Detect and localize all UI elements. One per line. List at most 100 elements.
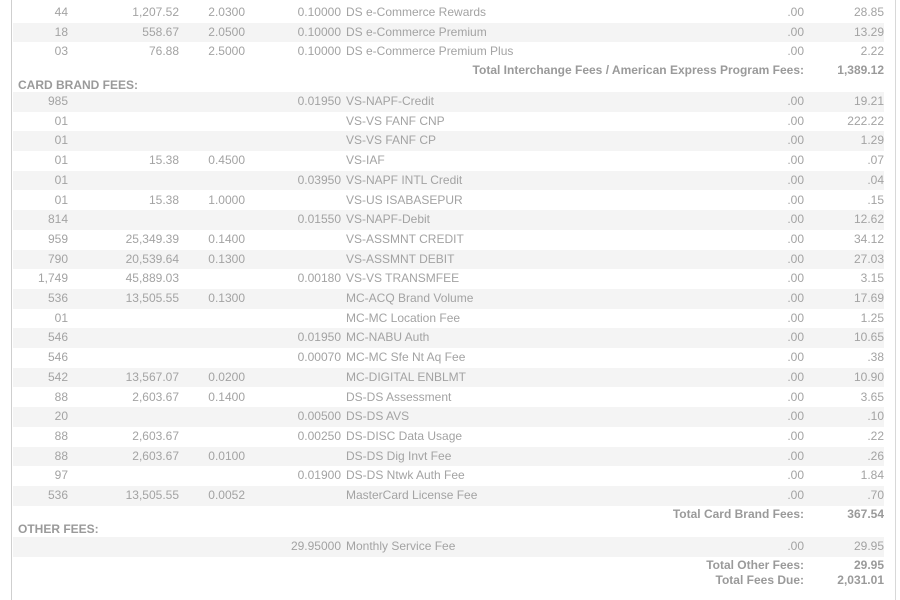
- fee-per-item: 0.01550: [297, 212, 341, 227]
- fee-discount: .00: [787, 310, 804, 325]
- fee-description: VS-NAPF INTL Credit: [346, 172, 463, 187]
- fee-description: Monthly Service Fee: [346, 539, 456, 553]
- fee-per-item: 0.01900: [297, 468, 341, 483]
- fee-per-item: 0.00070: [297, 350, 341, 365]
- fee-amount: 2,603.67: [132, 389, 179, 404]
- fee-total: 13.29: [853, 24, 884, 39]
- fee-row: 01 0.03950 VS-NAPF INTL Credit .00 .04: [13, 170, 884, 191]
- fee-amount: 13,567.07: [125, 369, 179, 384]
- fee-count: 1,749: [37, 271, 68, 286]
- fee-count: 985: [47, 94, 68, 108]
- fee-row: 01 MC-MC Location Fee .00 1.25: [13, 309, 884, 329]
- fee-row: 536 13,505.55 0.1300 MC-ACQ Brand Volume .00…: [13, 289, 884, 309]
- fee-row: 546 0.00070 MC-MC Sfe Nt Aq Fee .00 .38: [13, 348, 884, 368]
- fee-discount: .00: [787, 539, 804, 553]
- fee-total: .26: [867, 448, 884, 463]
- fee-count: 03: [54, 44, 68, 59]
- fee-description: MC-NABU Auth: [346, 330, 430, 345]
- fee-count: 20: [54, 409, 68, 424]
- fee-amount: 25,349.39: [125, 231, 179, 246]
- fee-discount: .00: [787, 271, 804, 286]
- fee-per-item: 0.00180: [297, 271, 341, 286]
- fee-total: 10.65: [853, 330, 884, 345]
- fee-per-item: 0.10000: [297, 5, 341, 19]
- fee-amount: 13,505.55: [125, 291, 179, 305]
- fee-per-item: 0.10000: [297, 44, 341, 59]
- fee-count: 542: [47, 369, 68, 384]
- fee-discount: .00: [787, 369, 804, 384]
- fees-due-total-value: 2,031.01: [837, 573, 884, 587]
- fee-row: 985 0.01950 VS-NAPF-Credit .00 19.21: [13, 92, 884, 112]
- fee-discount: .00: [787, 24, 804, 39]
- card-brand-total-row: Total Card Brand Fees: 367.54: [13, 506, 884, 522]
- fee-description: DS-DS AVS: [346, 409, 410, 424]
- fee-count: 790: [47, 251, 68, 266]
- fee-total: .10: [867, 409, 884, 424]
- fee-description: VS-US ISABASEPUR: [346, 192, 463, 207]
- fee-rate: 0.1400: [208, 231, 245, 246]
- fee-count: 01: [54, 153, 68, 168]
- card-brand-fees-heading: CARD BRAND FEES:: [18, 78, 138, 92]
- fee-rate: 2.5000: [208, 44, 245, 59]
- fee-total: 10.90: [853, 369, 884, 384]
- card-brand-total-label: Total Card Brand Fees:: [672, 507, 804, 521]
- fee-discount: .00: [787, 192, 804, 207]
- fee-total: .15: [867, 192, 884, 207]
- fee-description: DS e-Commerce Rewards: [346, 5, 487, 19]
- fee-discount: .00: [787, 428, 804, 443]
- fee-description: VS-IAF: [346, 153, 385, 168]
- fee-total: 34.12: [853, 231, 884, 246]
- fee-discount: .00: [787, 212, 804, 227]
- other-total-value: 29.95: [853, 558, 884, 572]
- fee-rate: 0.1300: [208, 251, 245, 266]
- fee-per-item: 0.01950: [297, 94, 341, 108]
- fee-total: 1.84: [860, 468, 884, 483]
- fee-total: 1.29: [860, 133, 884, 148]
- fee-discount: .00: [787, 389, 804, 404]
- fee-amount: 20,539.64: [125, 251, 179, 266]
- fee-count: 01: [54, 310, 68, 325]
- fee-total: 12.62: [853, 212, 884, 227]
- fee-row: 959 25,349.39 0.1400 VS-ASSMNT CREDIT .00 34.…: [13, 230, 884, 250]
- fee-discount: .00: [787, 350, 804, 365]
- fee-statement: 44 1,207.52 2.0300 0.10000 DS e-Commerce Rew…: [11, 0, 896, 600]
- fee-total: 1.25: [860, 310, 884, 325]
- fee-rate: 1.0000: [208, 192, 245, 207]
- fees-due-total-row: Total Fees Due: 2,031.01: [13, 572, 884, 588]
- fee-row: 01 VS-VS FANF CP .00 1.29: [13, 131, 884, 152]
- fee-description: VS-VS FANF CNP: [346, 113, 445, 128]
- fee-total: 28.85: [853, 5, 884, 19]
- fee-total: .38: [867, 350, 884, 365]
- fee-total: 222.22: [847, 113, 884, 128]
- fee-row: 01 15.38 1.0000 VS-US ISABASEPUR .00 .15: [13, 191, 884, 211]
- fee-row: 20 0.00500 DS-DS AVS .00 .10: [13, 407, 884, 427]
- fee-amount: 2,603.67: [132, 428, 179, 443]
- fee-count: 88: [54, 428, 68, 443]
- fee-discount: .00: [787, 231, 804, 246]
- fee-count: 536: [47, 291, 68, 305]
- interchange-total-row: Total Interchange Fees / American Expres…: [13, 62, 884, 78]
- fee-total: 17.69: [853, 291, 884, 305]
- fee-discount: .00: [787, 5, 804, 19]
- fee-count: 959: [47, 231, 68, 246]
- fee-count: 97: [54, 468, 68, 483]
- fee-count: 18: [54, 24, 68, 39]
- fee-rate: 0.0100: [208, 448, 245, 463]
- fee-discount: .00: [787, 448, 804, 463]
- fee-total: 3.15: [860, 271, 884, 286]
- fee-row: 01 VS-VS FANF CNP .00 222.22: [13, 112, 884, 132]
- card-brand-total-value: 367.54: [847, 507, 884, 521]
- fee-count: 01: [54, 113, 68, 128]
- fee-discount: .00: [787, 44, 804, 59]
- fee-discount: .00: [787, 291, 804, 305]
- interchange-total-value: 1,389.12: [837, 63, 884, 77]
- fee-row: 18 558.67 2.0500 0.10000 DS e-Commerce Premi…: [13, 22, 884, 43]
- fee-amount: 15.38: [148, 192, 179, 207]
- fee-total: 29.95: [853, 539, 884, 553]
- fee-count: 01: [54, 172, 68, 187]
- fee-description: VS-VS TRANSMFEE: [346, 271, 460, 286]
- fee-total: .04: [867, 172, 884, 187]
- fee-discount: .00: [787, 468, 804, 483]
- fee-per-item: 0.00500: [297, 409, 341, 424]
- fee-amount: 2,603.67: [132, 448, 179, 463]
